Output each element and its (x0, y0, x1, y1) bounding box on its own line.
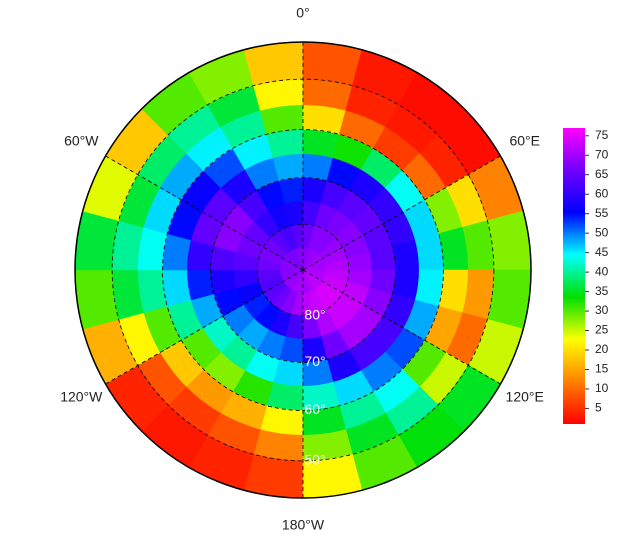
longitude-label: 180°W (282, 517, 325, 533)
longitude-label: 60°E (509, 133, 540, 149)
cell (302, 41, 363, 87)
cell (266, 381, 304, 411)
colorbar-tick-label: 30 (595, 303, 609, 317)
colorbar-tick-label: 25 (595, 323, 609, 337)
colorbar-tick-label: 5 (595, 401, 602, 415)
cell (74, 210, 120, 271)
colorbar-tick-label: 15 (595, 362, 609, 376)
labels: 80° 70° 60° 50° 0° 60°E 120°E 180°W 120°W 60°W (60, 5, 544, 533)
longitude-label: 0° (296, 5, 309, 21)
cell (414, 269, 444, 307)
colorbar-tick-label: 65 (595, 167, 609, 181)
colorbar-tick-label: 60 (595, 186, 609, 200)
colorbar-tick-label: 50 (595, 225, 609, 239)
meridian-line (302, 155, 501, 271)
colorbar-tick-label: 70 (595, 147, 609, 161)
cell (162, 269, 192, 307)
meridian-line (302, 269, 501, 385)
cell (259, 104, 304, 135)
longitude-label: 120°E (506, 389, 544, 405)
colorbar-tick-label: 55 (595, 206, 609, 220)
cell (266, 129, 304, 159)
meridian-line (105, 269, 304, 385)
longitude-label: 60°W (64, 133, 99, 149)
latitude-label: 70° (304, 353, 325, 369)
colorbar-tick-label: 45 (595, 245, 609, 259)
cell (137, 226, 168, 271)
cell (302, 129, 340, 159)
colorbar: 5 10 15 20 25 30 35 40 45 50 55 60 65 70 75 (563, 128, 609, 424)
latitude-label: 50° (304, 452, 325, 468)
colorbar-tick-label: 35 (595, 284, 609, 298)
cell (438, 269, 469, 314)
colorbar-tick-label: 10 (595, 381, 609, 395)
colorbar-tick-label: 40 (595, 264, 609, 278)
cell (486, 210, 532, 271)
meridian-line (105, 155, 304, 271)
colorbar-scale (563, 128, 585, 424)
colorbar-tick-label: 20 (595, 342, 609, 356)
latitude-label: 80° (304, 307, 325, 323)
cell (162, 233, 192, 271)
colorbar-tick-label: 75 (595, 128, 609, 142)
cell (414, 233, 444, 271)
latitude-label: 60° (304, 401, 325, 417)
longitude-label: 120°W (60, 389, 103, 405)
graticule (74, 41, 532, 499)
